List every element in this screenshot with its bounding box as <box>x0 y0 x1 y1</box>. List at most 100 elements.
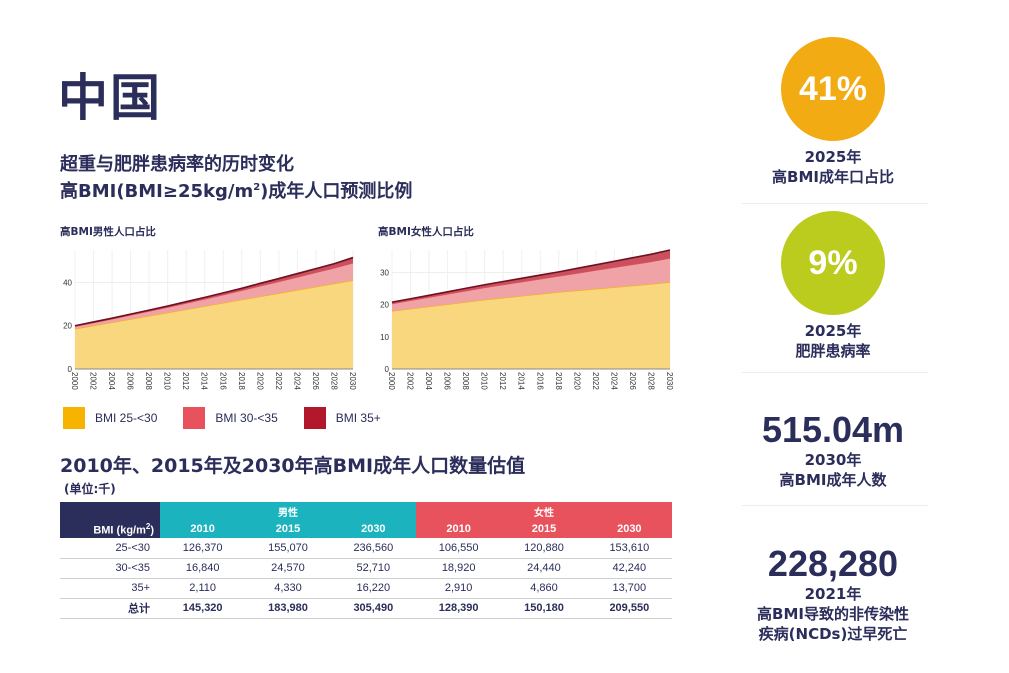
table-year-header-row: BMI (kg/m2) 2010 2015 2030 2010 2015 203… <box>60 520 672 538</box>
male-year-header: 2010 <box>160 520 246 538</box>
table-cell: 236,560 <box>330 538 416 559</box>
table-cell: 120,880 <box>501 538 587 559</box>
legend-label: BMI 30-<35 <box>215 411 278 425</box>
x-tick-label: 2012 <box>498 372 507 390</box>
legend-item: BMI 25-<30 <box>63 407 157 429</box>
table-cell: 150,180 <box>501 598 587 619</box>
table-cell: 126,370 <box>160 538 246 559</box>
subtitle-suffix: )成年人口预测比例 <box>260 181 413 202</box>
x-tick-label: 2010 <box>480 372 489 390</box>
legend-label: BMI 25-<30 <box>95 411 158 425</box>
section-subtitle: 超重与肥胖患病率的历时变化 <box>60 154 294 175</box>
stat-desc: 肥胖患病率 <box>795 342 871 360</box>
table-cell: 106,550 <box>415 538 502 559</box>
table-row: 30-<35 16,840 24,570 52,710 18,920 24,44… <box>60 558 672 579</box>
section-subtitle-2: 高BMI(BMI≥25kg/m2)成年人口预测比例 <box>60 177 412 203</box>
table-cell: 16,220 <box>330 578 416 599</box>
female-year-header: 2030 <box>586 520 672 538</box>
legend-item: BMI 35+ <box>303 407 381 429</box>
bmi-header-suffix: ) <box>150 524 154 537</box>
x-tick-label: 2008 <box>144 372 153 390</box>
stat-value: 228,280 <box>767 543 899 584</box>
stat-high-bmi-share: 41% 2025年 高BMI成年口占比 <box>738 37 928 187</box>
table-cell: 153,610 <box>586 538 672 559</box>
male-area-chart: 0 20 40 2000 2002 2004 2006 2008 2010 2012 2014 201… <box>63 250 357 390</box>
y-tick-label: 0 <box>68 365 73 374</box>
page-title: 中国 <box>58 69 162 127</box>
table-title: 2010年、2015年及2030年高BMI成年人口数量估值 <box>60 455 526 477</box>
y-tick-label: 10 <box>380 333 389 342</box>
stat-year: 2025年 <box>804 322 862 340</box>
row-label: 30-<35 <box>60 558 160 579</box>
stat-obesity-rate: 9% 2025年 肥胖患病率 <box>738 211 928 361</box>
x-tick-label: 2002 <box>89 372 98 390</box>
table-row: 25-<30 126,370 155,070 236,560 106,550 1… <box>60 538 672 559</box>
table-cell: 145,320 <box>160 598 246 619</box>
female-area-chart: 0 10 20 30 2000 2002 2004 2006 2008 2010 2012 2014 2… <box>380 249 674 390</box>
x-tick-label: 2020 <box>572 372 581 390</box>
stat-value: 9% <box>808 243 858 282</box>
x-tick-label: 2004 <box>424 372 433 390</box>
area-bmi-30-35 <box>392 258 670 312</box>
stat-desc: 高BMI导致的非传染性 <box>757 605 909 623</box>
table-cell: 209,550 <box>586 598 672 619</box>
x-tick-label: 2016 <box>535 372 544 390</box>
y-tick-label: 30 <box>380 269 389 278</box>
row-label: 35+ <box>60 578 160 599</box>
x-tick-label: 2024 <box>609 372 618 390</box>
x-tick-label: 2018 <box>237 372 246 390</box>
y-tick-label: 20 <box>380 301 389 310</box>
stat-desc: 高BMI成年口占比 <box>772 168 894 186</box>
male-chart-title: 高BMI男性人口占比 <box>60 226 156 238</box>
series-line-bmi-35- <box>74 256 354 327</box>
x-tick-label: 2012 <box>181 372 190 390</box>
chart-legend: BMI 25-<30 BMI 30-<35 BMI 35+ <box>63 407 407 429</box>
table-cell: 305,490 <box>330 598 416 619</box>
table-row: 35+ 2,110 4,330 16,220 2,910 4,860 13,70… <box>60 578 672 599</box>
x-tick-label: 2014 <box>517 372 526 390</box>
x-tick-label: 2006 <box>126 372 135 390</box>
row-label: 总计 <box>60 598 160 619</box>
stat-high-bmi-count: 515.04m 2030年 高BMI成年人数 <box>738 410 928 490</box>
table-cell: 16,840 <box>160 558 246 579</box>
bmi-column-header: BMI (kg/m2) <box>60 520 160 538</box>
male-year-header: 2015 <box>245 520 331 538</box>
legend-swatch-bmi-30-35 <box>183 407 206 429</box>
stat-ncd-deaths: 228,280 2021年 高BMI导致的非传染性 疾病(NCDs)过早死亡 <box>738 544 928 644</box>
table-cell: 42,240 <box>586 558 672 579</box>
x-tick-label: 2000 <box>70 372 79 390</box>
row-label: 25-<30 <box>60 538 160 559</box>
y-tick-label: 40 <box>63 278 72 287</box>
divider <box>742 372 928 373</box>
x-tick-label: 2028 <box>646 372 655 390</box>
stat-year: 2025年 <box>804 148 862 166</box>
table-cell: 2,910 <box>415 578 502 599</box>
population-estimate-table: 男性 女性 BMI (kg/m2) 2010 2015 2030 2010 20… <box>60 502 672 619</box>
table-cell: 24,570 <box>245 558 331 579</box>
stat-value: 515.04m <box>761 409 905 450</box>
x-tick-label: 2026 <box>628 372 637 390</box>
y-tick-label: 0 <box>385 365 390 374</box>
x-tick-label: 2000 <box>387 372 396 390</box>
x-tick-label: 2002 <box>406 372 415 390</box>
table-unit: (单位:千) <box>64 482 116 496</box>
x-tick-label: 2022 <box>591 372 600 390</box>
x-tick-label: 2020 <box>255 372 264 390</box>
table-group-header-row: 男性 女性 <box>60 502 672 520</box>
legend-item: BMI 30-<35 <box>183 407 278 429</box>
stat-desc: 疾病(NCDs)过早死亡 <box>758 625 908 643</box>
x-tick-label: 2024 <box>292 372 301 390</box>
legend-label: BMI 35+ <box>335 411 381 425</box>
stat-circle-orange: 41% <box>781 37 885 141</box>
area-bmi-25-30 <box>75 280 353 369</box>
stat-year: 2021年 <box>804 585 862 603</box>
table-cell: 13,700 <box>586 578 672 599</box>
x-tick-label: 2008 <box>461 372 470 390</box>
stat-value: 41% <box>798 69 868 108</box>
x-tick-label: 2004 <box>107 372 116 390</box>
table-cell: 24,440 <box>501 558 587 579</box>
female-year-header: 2010 <box>415 520 502 538</box>
table-total-row: 总计 145,320 183,980 305,490 128,390 150,1… <box>60 598 672 619</box>
x-tick-label: 2006 <box>443 372 452 390</box>
female-chart-title: 高BMI女性人口占比 <box>378 226 474 238</box>
